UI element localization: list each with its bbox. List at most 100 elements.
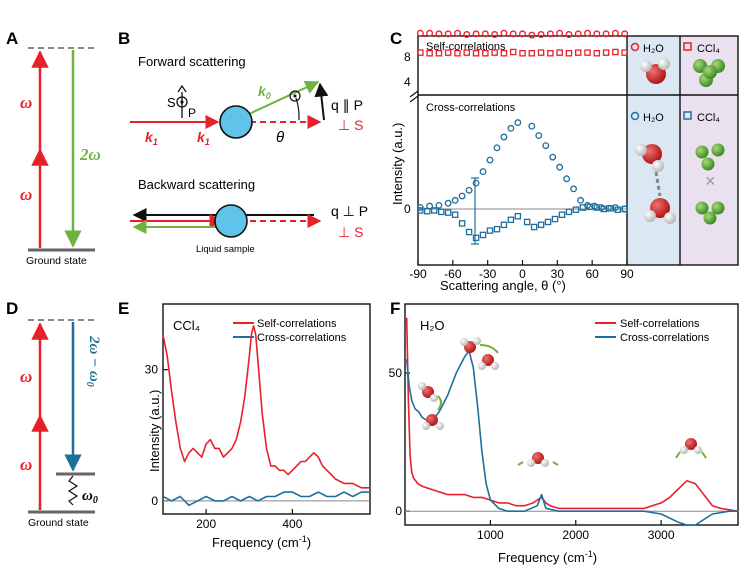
panel-label-d: D — [6, 299, 18, 318]
ccl4-molecule-icon — [693, 59, 725, 87]
c-point-circle — [416, 29, 424, 37]
c-point-circle — [546, 30, 554, 38]
c-point-square — [426, 50, 433, 57]
legend-ccl4: CCl₄ — [697, 43, 720, 55]
omega-label-d2: ω — [20, 455, 32, 474]
c-point-square — [514, 212, 522, 220]
c-point-circle — [570, 185, 578, 193]
c-point-circle — [514, 119, 522, 127]
hbond-stretch-icon — [460, 337, 499, 370]
c-point-square — [579, 204, 587, 211]
c-point-square — [417, 49, 424, 56]
xtick-label: 2000 — [562, 528, 589, 542]
c-xtick-label: -30 — [479, 267, 497, 281]
c-point-circle — [509, 30, 517, 38]
h2o-cross-marker — [630, 111, 640, 121]
axis-break — [409, 90, 419, 103]
c-point-square — [558, 211, 566, 219]
c-point-circle — [593, 30, 601, 38]
ytick-8: 8 — [404, 50, 411, 64]
c-point-square — [486, 227, 494, 234]
c-point-square — [574, 49, 582, 56]
c-point-circle — [451, 196, 459, 204]
c-xtick-label: 90 — [620, 267, 634, 281]
c-point-square — [551, 215, 559, 223]
water-dimer-icon — [635, 144, 676, 224]
series-cross-correlations — [162, 491, 370, 507]
p-polarization-dot — [180, 100, 184, 104]
panel-e-xlabel: Frequency (cm-1) — [212, 534, 311, 550]
legend-ccl4-cross: CCl₄ — [697, 112, 720, 124]
c-point-square — [500, 221, 508, 229]
c-point-circle — [435, 201, 443, 209]
c-point-square — [491, 49, 498, 56]
c-point-circle — [491, 31, 499, 38]
polarization-arrowhead — [177, 84, 187, 93]
c-point-circle — [454, 29, 461, 37]
c-xtick-label: -90 — [409, 267, 427, 281]
panel-f-ticks: 1000 2000 3000 0 50 — [389, 366, 675, 542]
ground-state-label-d: Ground state — [28, 517, 89, 529]
perp-s-label-2: ⊥ S — [338, 224, 363, 240]
ccl4-cross-marker — [683, 111, 692, 120]
panel-e-frame — [162, 303, 371, 515]
c-point-circle — [426, 29, 434, 37]
xtick-label: 200 — [196, 517, 216, 531]
k0-label: k0 — [258, 83, 271, 101]
c-point-square — [509, 48, 517, 56]
c-xtick-label: 0 — [519, 267, 526, 281]
c-point-square — [537, 221, 545, 229]
q-vector — [314, 82, 329, 121]
panel-label-f: F — [390, 299, 400, 318]
c-point-square — [417, 207, 424, 214]
legend-e-cross: Cross-correlations — [257, 332, 347, 344]
c-point-square — [463, 49, 471, 56]
c-point-circle — [486, 156, 494, 164]
c-point-square — [451, 211, 459, 219]
c-point-square — [607, 205, 614, 212]
legend-f-self: Self-correlations — [620, 318, 700, 330]
c-point-square — [547, 50, 554, 57]
c-point-circle — [458, 192, 466, 200]
c-point-square — [437, 208, 445, 216]
panel-c-xlabel: Scattering angle, θ (°) — [440, 278, 566, 293]
panel-e-ticks: 200 400 0 30 — [145, 363, 303, 531]
k1-label: k1 — [145, 129, 158, 147]
panel-e-title: CCl₄ — [173, 318, 200, 333]
legend-h2o: H₂O — [643, 43, 664, 55]
panel-e-series — [162, 325, 370, 507]
c-point-square — [472, 234, 480, 242]
panel-c-xticks: -90 -60 -30 0 30 60 90 — [409, 260, 634, 281]
water-molecule-icon — [640, 58, 670, 84]
panel-f-frame — [404, 303, 739, 526]
series-cross-correlations — [405, 350, 738, 526]
scatter-polarization-icon — [289, 90, 301, 102]
c-point-circle — [537, 31, 545, 38]
c-point-circle — [563, 175, 571, 183]
q-perp-p-label: q ⊥ P — [331, 203, 368, 219]
panel-d: D ω ω 2ω − ω0 ω0 Ground state — [6, 299, 102, 529]
ytick-label: 30 — [145, 363, 159, 377]
c-point-circle — [584, 29, 591, 37]
c-point-circle — [565, 31, 573, 38]
c-point-square — [593, 50, 601, 57]
c-point-square — [444, 209, 452, 216]
c-point-square — [482, 50, 489, 57]
c-point-circle — [542, 142, 550, 150]
c-point-square — [530, 223, 538, 231]
h2o-self-marker — [630, 42, 640, 52]
liquid-sample-label: Liquid sample — [196, 244, 255, 255]
two-omega-minus-label: 2ω − ω0 — [84, 335, 102, 387]
panel-label-c: C — [390, 29, 402, 48]
c-point-circle — [556, 163, 564, 171]
xtick-label: 3000 — [648, 528, 675, 542]
bend-molecule-icon — [517, 452, 559, 467]
libration-molecule-icon — [418, 382, 444, 430]
c-point-circle — [519, 30, 526, 38]
cross-correlations-label: Cross-correlations — [426, 102, 516, 114]
perp-s-label: ⊥ S — [338, 117, 363, 133]
scatter-polarization-dot — [293, 94, 297, 98]
c-point-circle — [535, 132, 543, 140]
panel-c-frame — [417, 35, 739, 266]
c-point-circle — [528, 122, 536, 130]
